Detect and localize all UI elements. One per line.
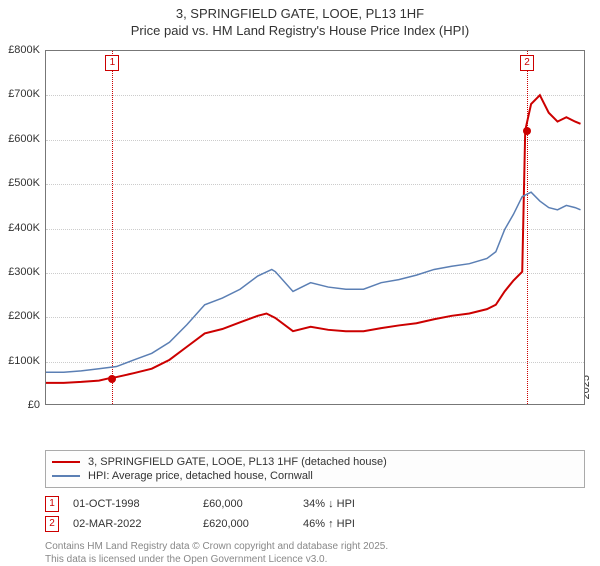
y-tick-label: £500K	[0, 177, 40, 189]
legend-series-box: 3, SPRINGFIELD GATE, LOOE, PL13 1HF (det…	[45, 450, 585, 488]
sale-index-box: 2	[45, 516, 59, 532]
y-tick-label: £300K	[0, 266, 40, 278]
sale-price: £60,000	[203, 498, 303, 510]
legend-label: HPI: Average price, detached house, Corn…	[88, 470, 313, 482]
y-tick-label: £400K	[0, 222, 40, 234]
sale-date: 02-MAR-2022	[73, 518, 203, 530]
sale-date: 01-OCT-1998	[73, 498, 203, 510]
attribution: Contains HM Land Registry data © Crown c…	[45, 540, 585, 566]
sale-dot	[108, 375, 116, 383]
series-lines	[46, 51, 584, 404]
plot-area: 12	[45, 50, 585, 405]
title-block: 3, SPRINGFIELD GATE, LOOE, PL13 1HF Pric…	[0, 0, 600, 38]
legend-row: HPI: Average price, detached house, Corn…	[52, 469, 578, 483]
sale-marker-box: 1	[105, 55, 119, 71]
legend: 3, SPRINGFIELD GATE, LOOE, PL13 1HF (det…	[45, 450, 585, 566]
sale-index-box: 1	[45, 496, 59, 512]
y-tick-label: £800K	[0, 44, 40, 56]
sale-marker-box: 2	[520, 55, 534, 71]
y-tick-label: £200K	[0, 310, 40, 322]
chart-container: 3, SPRINGFIELD GATE, LOOE, PL13 1HF Pric…	[0, 0, 600, 560]
legend-row: 3, SPRINGFIELD GATE, LOOE, PL13 1HF (det…	[52, 455, 578, 469]
legend-label: 3, SPRINGFIELD GATE, LOOE, PL13 1HF (det…	[88, 456, 387, 468]
sale-price: £620,000	[203, 518, 303, 530]
sale-dot	[523, 127, 531, 135]
series-hpi	[46, 192, 581, 372]
legend-swatch	[52, 461, 80, 463]
attribution-line1: Contains HM Land Registry data © Crown c…	[45, 540, 585, 553]
title-subtitle: Price paid vs. HM Land Registry's House …	[0, 23, 600, 38]
sales-table: 1 01-OCT-1998£60,00034% ↓ HPI 2 02-MAR-2022…	[45, 494, 585, 534]
sale-delta: 46% ↑ HPI	[303, 518, 413, 530]
y-tick-label: £0	[0, 399, 40, 411]
y-tick-label: £700K	[0, 88, 40, 100]
y-tick-label: £100K	[0, 355, 40, 367]
sale-delta: 34% ↓ HPI	[303, 498, 413, 510]
sales-row: 2 02-MAR-2022£620,00046% ↑ HPI	[45, 514, 585, 534]
title-address: 3, SPRINGFIELD GATE, LOOE, PL13 1HF	[0, 6, 600, 21]
sales-row: 1 01-OCT-1998£60,00034% ↓ HPI	[45, 494, 585, 514]
y-tick-label: £600K	[0, 133, 40, 145]
legend-swatch	[52, 475, 80, 477]
